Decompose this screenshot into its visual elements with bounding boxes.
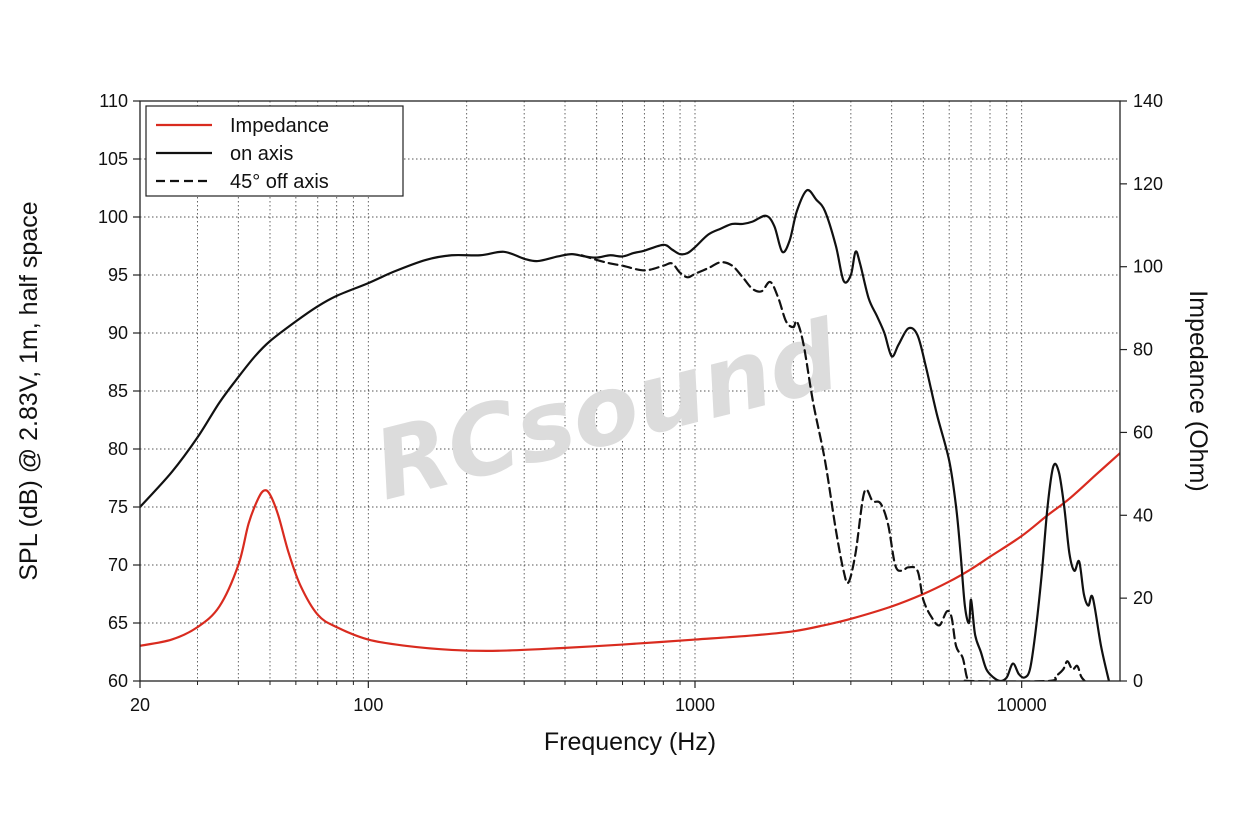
y2-tick-label: 0 — [1133, 671, 1143, 691]
x-tick-label: 1000 — [675, 695, 715, 715]
legend-label-2: 45° off axis — [230, 171, 329, 193]
y-tick-label: 105 — [98, 149, 128, 169]
legend: Impedance on axis 45° off axis — [145, 105, 404, 197]
series-line-2 — [580, 254, 1086, 681]
y2-tick-label: 140 — [1133, 91, 1163, 111]
series-line-0 — [140, 452, 1120, 652]
y2-tick-label: 80 — [1133, 340, 1153, 360]
y-axis-title: SPL (dB) @ 2.83V, 1m, half space — [15, 201, 43, 580]
legend-label-1: on axis — [230, 143, 293, 165]
y-tick-label: 65 — [108, 613, 128, 633]
x-tick-label: 100 — [353, 695, 383, 715]
y2-tick-label: 120 — [1133, 174, 1163, 194]
y-tick-label: 100 — [98, 207, 128, 227]
grid-lines — [140, 101, 1120, 681]
y-tick-label: 110 — [99, 91, 128, 111]
legend-box — [145, 105, 404, 197]
x-tick-label: 20 — [130, 695, 150, 715]
series-group — [140, 188, 1120, 681]
y2-tick-label: 40 — [1133, 505, 1153, 525]
y2-axis-title: Impedance (Ohm) — [1184, 290, 1212, 491]
x-axis-title: Frequency (Hz) — [544, 728, 716, 756]
y-tick-label: 70 — [108, 555, 128, 575]
x-tick-label: 10000 — [997, 695, 1047, 715]
y-tick-label: 60 — [108, 671, 128, 691]
series-layer — [140, 188, 1120, 681]
y-tick-label: 75 — [108, 497, 128, 517]
y2-tick-label: 20 — [1133, 588, 1153, 608]
legend-label-0: Impedance — [230, 115, 329, 137]
axes: 60 65 70 75 80 85 90 95 100 105 110 0 20 40 60 80 100 120… — [98, 91, 1163, 715]
rcsound-watermark-logo: RCsound — [363, 299, 850, 522]
series-line-1 — [140, 188, 1111, 681]
y-tick-label: 95 — [108, 265, 128, 285]
y-tick-label: 80 — [108, 439, 128, 459]
y-tick-label: 90 — [108, 323, 128, 343]
y2-tick-label: 100 — [1133, 257, 1163, 277]
y-tick-label: 85 — [108, 381, 128, 401]
y2-tick-label: 60 — [1133, 422, 1153, 442]
